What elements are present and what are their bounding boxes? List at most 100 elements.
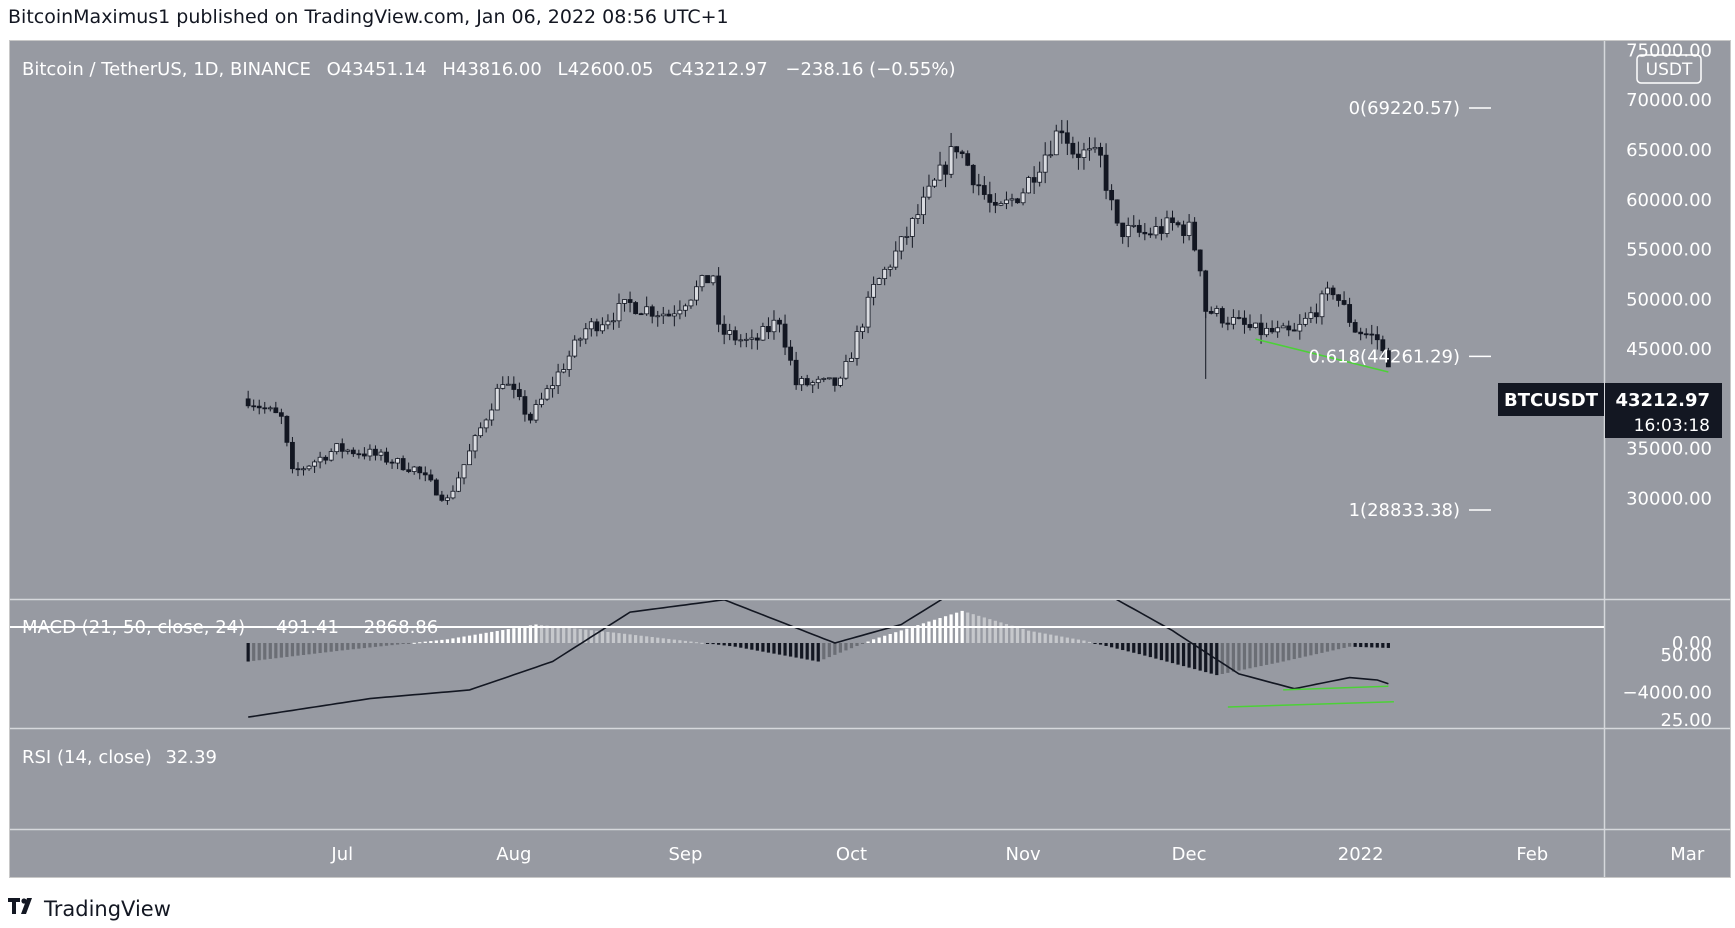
macd-histogram-bar xyxy=(711,643,715,645)
candle-body xyxy=(1042,154,1048,173)
candle-body xyxy=(699,275,705,288)
candle-body xyxy=(373,448,378,456)
candle-body xyxy=(1330,287,1336,296)
candle-body xyxy=(367,448,373,457)
candle-body xyxy=(539,398,544,405)
candle-body xyxy=(1103,154,1109,191)
candle-body xyxy=(821,378,827,380)
rsi-panel[interactable] xyxy=(10,729,1604,829)
candle-body xyxy=(361,453,367,457)
macd-histogram-bar xyxy=(1370,643,1374,648)
currency-badge[interactable]: USDT xyxy=(1646,60,1693,80)
macd-histogram-bar xyxy=(290,643,295,657)
price-tag-countdown: 16:03:18 xyxy=(1634,416,1710,436)
macd-panel[interactable] xyxy=(10,600,1604,728)
rsi-legend: RSI (14, close) 32.39 xyxy=(22,747,217,768)
candle-body xyxy=(433,479,439,496)
macd-histogram-bar xyxy=(805,643,809,660)
time-axis-tick: 2022 xyxy=(1338,844,1384,865)
candle-body xyxy=(838,377,843,386)
candle-body xyxy=(583,328,589,340)
candle-body xyxy=(904,236,910,238)
macd-histogram-bar xyxy=(1115,643,1119,649)
candle-body xyxy=(876,278,882,285)
macd-histogram-bar xyxy=(622,633,627,643)
candle-body xyxy=(312,461,317,467)
candle-body xyxy=(1269,327,1275,333)
macd-histogram-bar xyxy=(1298,643,1302,658)
macd-histogram-bar xyxy=(606,631,610,643)
macd-histogram-bar xyxy=(1165,643,1169,662)
candle-body xyxy=(694,286,699,301)
rsi-legend-title: RSI (14, close) xyxy=(22,747,152,768)
macd-histogram-bar xyxy=(1348,643,1352,647)
macd-histogram-bar xyxy=(490,631,494,643)
candle-body xyxy=(544,388,550,400)
legend-change: −238.16 (−0.55%) xyxy=(785,59,955,80)
time-axis-panel[interactable] xyxy=(10,830,1604,877)
macd-histogram-bar xyxy=(257,643,261,661)
chart-frame[interactable] xyxy=(9,40,1731,878)
macd-histogram-bar xyxy=(772,643,776,654)
fib-retracement: 0(69220.57) 0.618(44261.29) 1(28833.38) xyxy=(1309,98,1491,521)
candle-body xyxy=(810,382,816,386)
macd-histogram-bar xyxy=(456,637,461,643)
candle-body xyxy=(1026,177,1031,194)
candle-body xyxy=(400,458,406,471)
currency-badge-bg[interactable] xyxy=(1636,54,1702,84)
rsi-legend-value: 32.39 xyxy=(165,747,217,768)
macd-histogram-bar xyxy=(1021,629,1025,643)
candle-body xyxy=(1048,154,1054,157)
macd-histogram-bar xyxy=(312,643,317,654)
candle-body xyxy=(992,201,998,206)
macd-histogram-bar xyxy=(501,630,505,643)
macd-histogram-bar xyxy=(860,643,865,644)
macd-histogram-bar xyxy=(506,629,510,643)
macd-histogram-bar xyxy=(573,628,577,643)
macd-histogram-bar xyxy=(667,638,671,643)
macd-histogram-bar xyxy=(855,643,859,646)
candle-body xyxy=(1031,177,1037,183)
macd-histogram-bar xyxy=(1292,643,1296,660)
macd-histogram-bar xyxy=(1204,643,1208,673)
candle-body xyxy=(323,456,329,461)
macd-histogram-bar xyxy=(883,635,887,643)
macd-histogram-bar xyxy=(827,643,831,658)
candle-body xyxy=(749,337,755,340)
macd-histogram-bar xyxy=(373,643,378,647)
candle-body xyxy=(710,275,716,284)
macd-histogram-bar xyxy=(396,643,400,645)
candle-body xyxy=(1092,147,1098,150)
candle-body xyxy=(815,378,821,384)
candle-body xyxy=(284,415,290,443)
candle-body xyxy=(1159,226,1164,234)
candle-body xyxy=(278,412,284,417)
macd-histogram-bar xyxy=(921,623,926,643)
time-axis-tick: Feb xyxy=(1516,844,1548,865)
macd-histogram-bar xyxy=(1181,643,1186,667)
macd-histogram-bar xyxy=(329,643,333,652)
candle-body xyxy=(882,268,888,280)
macd-histogram-bar xyxy=(783,643,787,656)
macd-histogram-bar xyxy=(717,643,721,645)
price-axis-tick: 70000.00 xyxy=(1626,90,1712,111)
macd-histogram-bar xyxy=(434,640,438,643)
macd-histogram-bar xyxy=(728,643,732,647)
macd-histogram-bar xyxy=(362,643,366,649)
candle-body xyxy=(1380,339,1386,352)
price-axis-tick: 75000.00 xyxy=(1626,40,1712,61)
candle-body xyxy=(1125,225,1131,238)
price-panel[interactable] xyxy=(10,41,1604,599)
candle-body xyxy=(649,306,655,317)
candle-body xyxy=(483,419,489,429)
candle-body xyxy=(384,451,389,463)
price-tag-symbol-bg xyxy=(1498,383,1604,416)
macd-histogram-bar xyxy=(407,643,411,644)
macd-histogram-bar xyxy=(988,619,992,643)
macd-histogram-bar xyxy=(1226,643,1230,673)
macd-histogram-bar xyxy=(567,627,571,643)
candle-body xyxy=(245,398,251,407)
candle-body xyxy=(705,275,710,284)
macd-divergence-line xyxy=(1283,685,1389,691)
